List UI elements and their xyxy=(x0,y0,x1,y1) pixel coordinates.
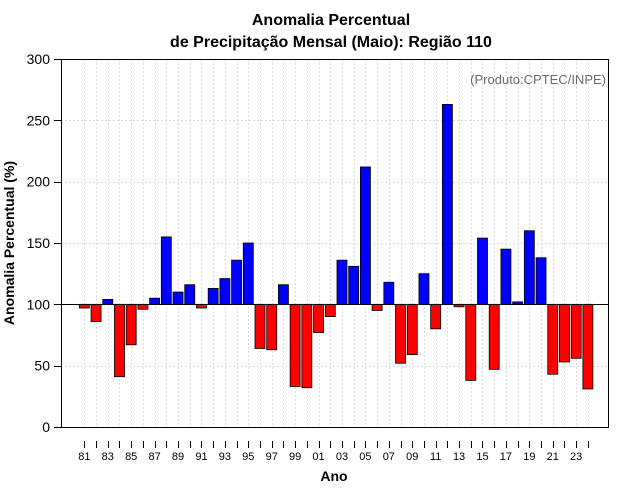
y-tick-label: 150 xyxy=(27,235,51,251)
bar-23 xyxy=(570,303,582,359)
bar-15 xyxy=(477,237,488,305)
x-tick-label: 99 xyxy=(289,451,301,463)
x-tick-label: 93 xyxy=(219,451,231,463)
x-tick-label: 03 xyxy=(336,451,348,463)
x-tick-label: 09 xyxy=(406,451,418,463)
x-tick-label: 95 xyxy=(242,451,254,463)
bar-03 xyxy=(336,259,348,305)
x-axis-ticks: 81 83 85 87 89 91 93 95 97 99 01 03 05 07 09 11 13 15 17 19… xyxy=(78,441,589,463)
x-tick-label: 89 xyxy=(172,451,184,463)
bars xyxy=(78,103,594,390)
bar-14 xyxy=(465,303,477,381)
x-tick-label: 83 xyxy=(102,451,114,463)
bar-99 xyxy=(289,303,301,387)
bar-02 xyxy=(324,303,336,317)
bar-11 xyxy=(430,303,442,330)
y-axis-label: Anomalia Percentual (%) xyxy=(1,161,17,325)
x-tick-label: 19 xyxy=(523,451,535,463)
bar-83 xyxy=(102,299,114,305)
chart-subtitle: de Precipitação Mensal (Maio): Região 11… xyxy=(170,34,492,51)
x-tick-label: 97 xyxy=(266,451,278,463)
bar-00 xyxy=(301,303,313,389)
bar-17 xyxy=(500,248,512,305)
bar-95 xyxy=(242,242,254,305)
x-tick-label: 05 xyxy=(359,451,371,463)
bar-98 xyxy=(278,284,289,305)
x-tick-label: 21 xyxy=(547,451,559,463)
bar-84 xyxy=(114,303,125,378)
bar-88 xyxy=(160,236,172,305)
x-tick-label: 15 xyxy=(476,451,488,463)
bar-05 xyxy=(359,166,371,305)
bar-22 xyxy=(559,303,570,363)
x-tick-label: 07 xyxy=(383,451,395,463)
x-tick-label: 81 xyxy=(78,451,90,463)
x-tick-label: 13 xyxy=(453,451,465,463)
bar-85 xyxy=(125,303,137,346)
bar-92 xyxy=(207,287,219,305)
bar-93 xyxy=(219,278,231,305)
y-tick-label: 50 xyxy=(34,358,50,374)
bar-06 xyxy=(371,303,383,311)
bar-09 xyxy=(406,303,418,356)
bar-20 xyxy=(535,257,547,305)
bar-07 xyxy=(383,281,395,305)
y-tick-label: 200 xyxy=(27,174,51,190)
bar-90 xyxy=(184,284,196,305)
bar-89 xyxy=(172,291,184,305)
y-tick-label: 100 xyxy=(27,296,51,312)
y-tick-label: 250 xyxy=(27,112,51,128)
bar-16 xyxy=(488,303,500,370)
x-tick-label: 17 xyxy=(500,451,512,463)
bar-18 xyxy=(512,301,524,305)
vertical-gridlines xyxy=(84,59,589,427)
bar-08 xyxy=(395,303,406,364)
bar-82 xyxy=(90,303,102,322)
bar-10 xyxy=(418,273,430,305)
bar-24 xyxy=(582,303,594,390)
y-tick-label: 300 xyxy=(27,51,51,67)
x-tick-label: 85 xyxy=(125,451,137,463)
credit-text: (Produto:CPTEC/INPE) xyxy=(470,72,606,87)
bar-04 xyxy=(348,265,360,305)
x-tick-label: 23 xyxy=(570,451,582,463)
bar-97 xyxy=(266,303,278,351)
x-tick-label: 91 xyxy=(195,451,207,463)
plot-frame xyxy=(61,59,609,428)
bar-96 xyxy=(254,303,266,349)
y-axis-ticks: 0 50 100 150 200 250 300 xyxy=(27,51,61,435)
bar-94 xyxy=(231,259,242,305)
x-tick-label: 87 xyxy=(148,451,160,463)
y-tick-label: 0 xyxy=(42,419,50,435)
bar-86 xyxy=(137,303,149,310)
bar-01 xyxy=(313,303,324,333)
bar-19 xyxy=(523,230,535,305)
bar-12 xyxy=(441,103,453,305)
x-tick-label: 01 xyxy=(312,451,324,463)
x-axis-label: Ano xyxy=(320,468,347,484)
bar-87 xyxy=(149,297,161,305)
bar-21 xyxy=(547,303,559,375)
chart-title: Anomalia Percentual xyxy=(252,12,410,29)
x-tick-label: 11 xyxy=(430,451,441,463)
